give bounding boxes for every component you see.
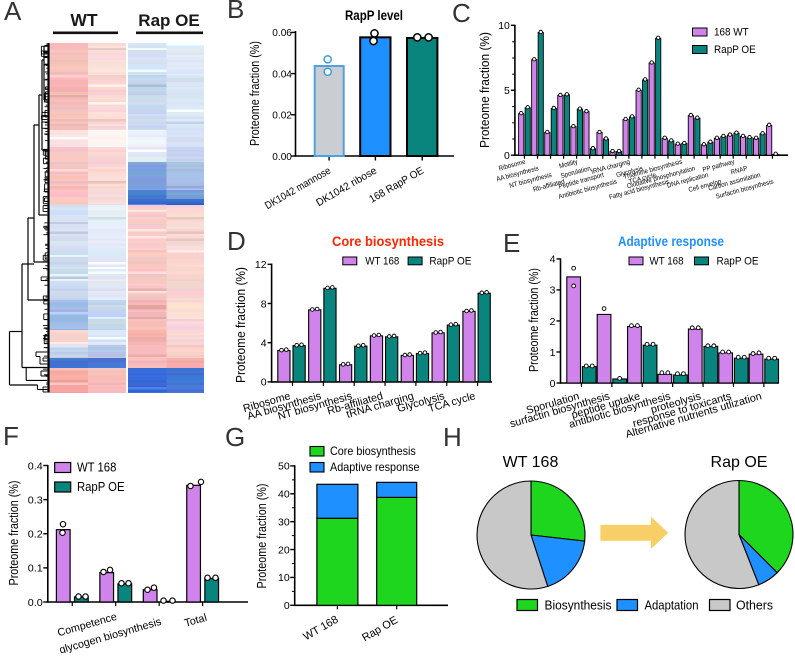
svg-text:Core biosynthesis: Core biosynthesis [332, 234, 444, 249]
svg-text:RNAP: RNAP [730, 165, 749, 176]
svg-text:Rap OE: Rap OE [138, 11, 199, 30]
svg-text:H: H [443, 422, 462, 452]
svg-text:Proteome fraction (%): Proteome fraction (%) [254, 484, 269, 589]
svg-text:20: 20 [278, 544, 290, 556]
svg-text:Adaptive response: Adaptive response [330, 460, 420, 474]
svg-text:0.2: 0.2 [28, 529, 43, 541]
svg-text:Proteome fraction (%): Proteome fraction (%) [233, 267, 248, 383]
svg-text:10: 10 [498, 20, 510, 32]
svg-text:B: B [227, 0, 244, 24]
svg-text:WT 168: WT 168 [77, 461, 116, 475]
svg-text:RapP OE: RapP OE [714, 44, 756, 56]
svg-text:0.3: 0.3 [28, 494, 43, 506]
svg-text:F: F [3, 421, 19, 451]
svg-text:8: 8 [261, 298, 267, 310]
svg-text:12: 12 [255, 259, 267, 271]
svg-text:168 WT: 168 WT [714, 27, 749, 39]
svg-text:4: 4 [550, 254, 556, 266]
svg-text:3: 3 [550, 285, 556, 297]
svg-text:E: E [503, 228, 520, 258]
svg-text:RapP OE: RapP OE [429, 255, 471, 267]
svg-text:2: 2 [550, 316, 556, 328]
svg-text:0.00: 0.00 [272, 151, 292, 163]
svg-text:Others: Others [736, 598, 773, 613]
svg-text:50: 50 [278, 461, 290, 473]
svg-text:0.06: 0.06 [272, 27, 292, 39]
svg-text:0: 0 [284, 600, 290, 612]
svg-text:WT 168: WT 168 [365, 255, 399, 267]
svg-text:RapP level: RapP level [345, 8, 403, 23]
svg-text:30: 30 [278, 516, 290, 528]
svg-text:RapP OE: RapP OE [717, 255, 759, 267]
svg-text:Motility: Motility [559, 159, 580, 171]
svg-text:RapP OE: RapP OE [77, 480, 125, 494]
svg-text:0: 0 [261, 377, 267, 389]
svg-text:Proteome fraction (%): Proteome fraction (%) [247, 41, 262, 146]
svg-text:Proteome fraction (%): Proteome fraction (%) [526, 268, 541, 372]
svg-text:Adaptive response: Adaptive response [618, 234, 724, 249]
svg-text:4: 4 [261, 338, 267, 350]
svg-text:10: 10 [278, 572, 290, 584]
svg-text:0.04: 0.04 [272, 68, 292, 80]
svg-text:5: 5 [504, 85, 510, 97]
svg-text:WT 168: WT 168 [650, 255, 684, 267]
svg-text:0.02: 0.02 [272, 110, 292, 122]
svg-text:0: 0 [550, 378, 556, 390]
svg-text:Proteome fraction (%): Proteome fraction (%) [6, 481, 21, 586]
svg-text:G: G [225, 422, 245, 452]
svg-text:A: A [4, 0, 22, 26]
svg-text:Core biosynthesis: Core biosynthesis [330, 444, 416, 458]
svg-text:0: 0 [504, 150, 510, 162]
svg-text:WT 168: WT 168 [503, 454, 559, 471]
svg-text:Adaptation: Adaptation [645, 598, 699, 613]
svg-text:Proteome fraction (%): Proteome fraction (%) [477, 32, 492, 148]
svg-text:40: 40 [278, 489, 290, 501]
svg-text:Biosynthesis: Biosynthesis [545, 598, 612, 613]
svg-text:0.4: 0.4 [28, 460, 43, 472]
svg-text:Rap OE: Rap OE [711, 454, 768, 471]
svg-text:0.0: 0.0 [28, 597, 43, 609]
svg-text:D: D [227, 226, 246, 256]
svg-text:1: 1 [550, 347, 556, 359]
svg-text:C: C [452, 0, 471, 28]
svg-text:0.1: 0.1 [28, 563, 43, 575]
svg-text:WT: WT [70, 10, 98, 30]
